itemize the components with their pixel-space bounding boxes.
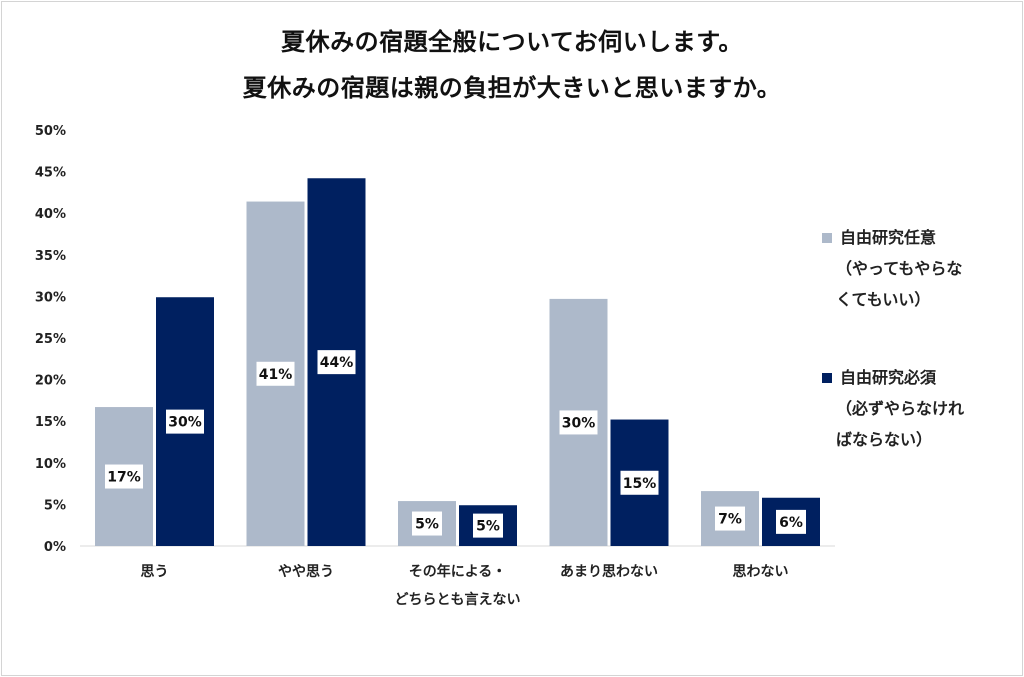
y-tick-label: 25% [35,332,66,347]
data-label: 6% [779,515,803,531]
data-label-box [105,464,143,489]
legend-label: （やってもやらな [836,259,962,278]
data-label-box [317,350,356,375]
data-label-box [256,361,295,386]
data-label-box [166,409,204,434]
data-label: 7% [718,512,742,528]
y-tick-label: 45% [35,166,66,181]
data-label: 30% [168,415,202,431]
data-label-box [412,511,442,536]
data-label-box [620,470,659,495]
legend-label: 自由研究任意 [840,228,936,247]
legend-label: 自由研究必須 [840,368,937,387]
y-tick-label: 15% [35,415,66,430]
data-label: 5% [476,519,500,535]
x-tick-label: 思う [141,564,169,580]
chart-title-line-2: 夏休みの宿題は親の負担が大きいと思いますか。 [242,74,782,102]
y-tick-label: 50% [35,124,66,139]
legend-swatch [822,373,832,383]
data-label-box [776,509,806,534]
legend-label: （必ずやらなけれ [836,399,964,418]
x-tick-label: その年による・ [409,563,507,580]
legend-swatch [822,233,832,243]
data-label-box [715,506,745,531]
x-tick-label: やや思う [278,564,334,580]
data-label-box [473,513,503,538]
x-tick-label: あまり思わない [560,564,658,580]
data-label: 17% [107,470,141,486]
legend-label: くてもいい） [836,290,930,309]
y-tick-label: 5% [44,498,66,513]
y-tick-label: 30% [35,290,66,305]
data-label-box [559,410,598,435]
x-tick-label: どちらとも言えない [395,591,521,608]
y-tick-label: 0% [44,540,66,555]
data-label: 15% [623,476,657,492]
y-tick-label: 10% [35,457,66,472]
data-label: 30% [562,415,596,431]
x-tick-label: 思わない [733,564,789,580]
data-label: 41% [259,367,293,383]
y-tick-label: 40% [35,207,66,222]
y-tick-label: 35% [35,249,66,264]
data-label: 5% [415,517,439,533]
y-tick-label: 20% [35,374,66,389]
chart-title-line-1: 夏休みの宿題全般についてお伺いします。 [281,28,743,56]
data-label: 44% [320,355,354,371]
legend-label: ばならない） [836,430,932,449]
